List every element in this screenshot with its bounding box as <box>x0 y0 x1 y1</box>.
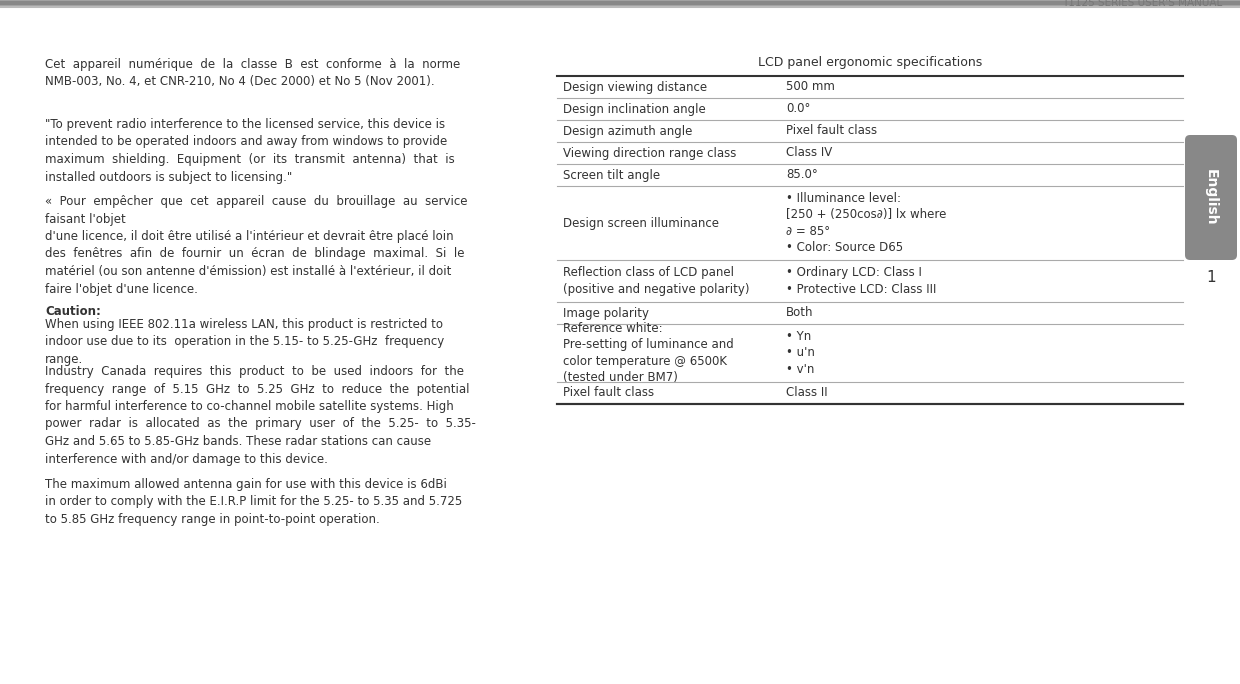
Text: • Illuminance level:
[250 + (250cos∂)] lx where
∂ = 85°
• Color: Source D65: • Illuminance level: [250 + (250cos∂)] l… <box>786 192 946 254</box>
Text: Reflection class of LCD panel
(positive and negative polarity): Reflection class of LCD panel (positive … <box>563 266 749 295</box>
Text: Design inclination angle: Design inclination angle <box>563 103 706 116</box>
Text: • Yn
• u'n
• v'n: • Yn • u'n • v'n <box>786 330 815 376</box>
Text: Design azimuth angle: Design azimuth angle <box>563 124 692 137</box>
Text: Pixel fault class: Pixel fault class <box>786 124 877 137</box>
Text: "To prevent radio interference to the licensed service, this device is
intended : "To prevent radio interference to the li… <box>45 118 455 183</box>
Text: • Ordinary LCD: Class I
• Protective LCD: Class III: • Ordinary LCD: Class I • Protective LCD… <box>786 266 936 295</box>
Text: Image polarity: Image polarity <box>563 306 649 319</box>
Text: Caution:: Caution: <box>45 305 100 318</box>
Text: 500 mm: 500 mm <box>786 81 835 94</box>
Text: LCD panel ergonomic specifications: LCD panel ergonomic specifications <box>758 56 982 69</box>
Text: Design viewing distance: Design viewing distance <box>563 81 707 94</box>
Text: Both: Both <box>786 306 813 319</box>
Text: The maximum allowed antenna gain for use with this device is 6dBi
in order to co: The maximum allowed antenna gain for use… <box>45 478 463 526</box>
Text: 0.0°: 0.0° <box>786 103 811 116</box>
Text: 85.0°: 85.0° <box>786 168 817 181</box>
Text: When using IEEE 802.11a wireless LAN, this product is restricted to
indoor use d: When using IEEE 802.11a wireless LAN, th… <box>45 318 444 366</box>
Text: Screen tilt angle: Screen tilt angle <box>563 168 660 181</box>
FancyBboxPatch shape <box>1185 135 1238 260</box>
Text: English: English <box>1204 169 1218 226</box>
Text: Industry  Canada  requires  this  product  to  be  used  indoors  for  the
frequ: Industry Canada requires this product to… <box>45 365 476 466</box>
Text: Class IV: Class IV <box>786 146 832 159</box>
Text: 1: 1 <box>1207 269 1215 285</box>
Text: «  Pour  empêcher  que  cet  appareil  cause  du  brouillage  au  service
faisan: « Pour empêcher que cet appareil cause d… <box>45 195 467 295</box>
Text: Cet  appareil  numérique  de  la  classe  B  est  conforme  à  la  norme
NMB-003: Cet appareil numérique de la classe B es… <box>45 58 460 88</box>
Text: T1125 SERIES USER'S MANUAL: T1125 SERIES USER'S MANUAL <box>1061 0 1221 8</box>
Text: Design screen illuminance: Design screen illuminance <box>563 217 719 230</box>
Text: Reference white:
Pre-setting of luminance and
color temperature @ 6500K
(tested : Reference white: Pre-setting of luminanc… <box>563 321 734 384</box>
Text: Class II: Class II <box>786 386 827 399</box>
Text: Pixel fault class: Pixel fault class <box>563 386 655 399</box>
Text: Viewing direction range class: Viewing direction range class <box>563 146 737 159</box>
